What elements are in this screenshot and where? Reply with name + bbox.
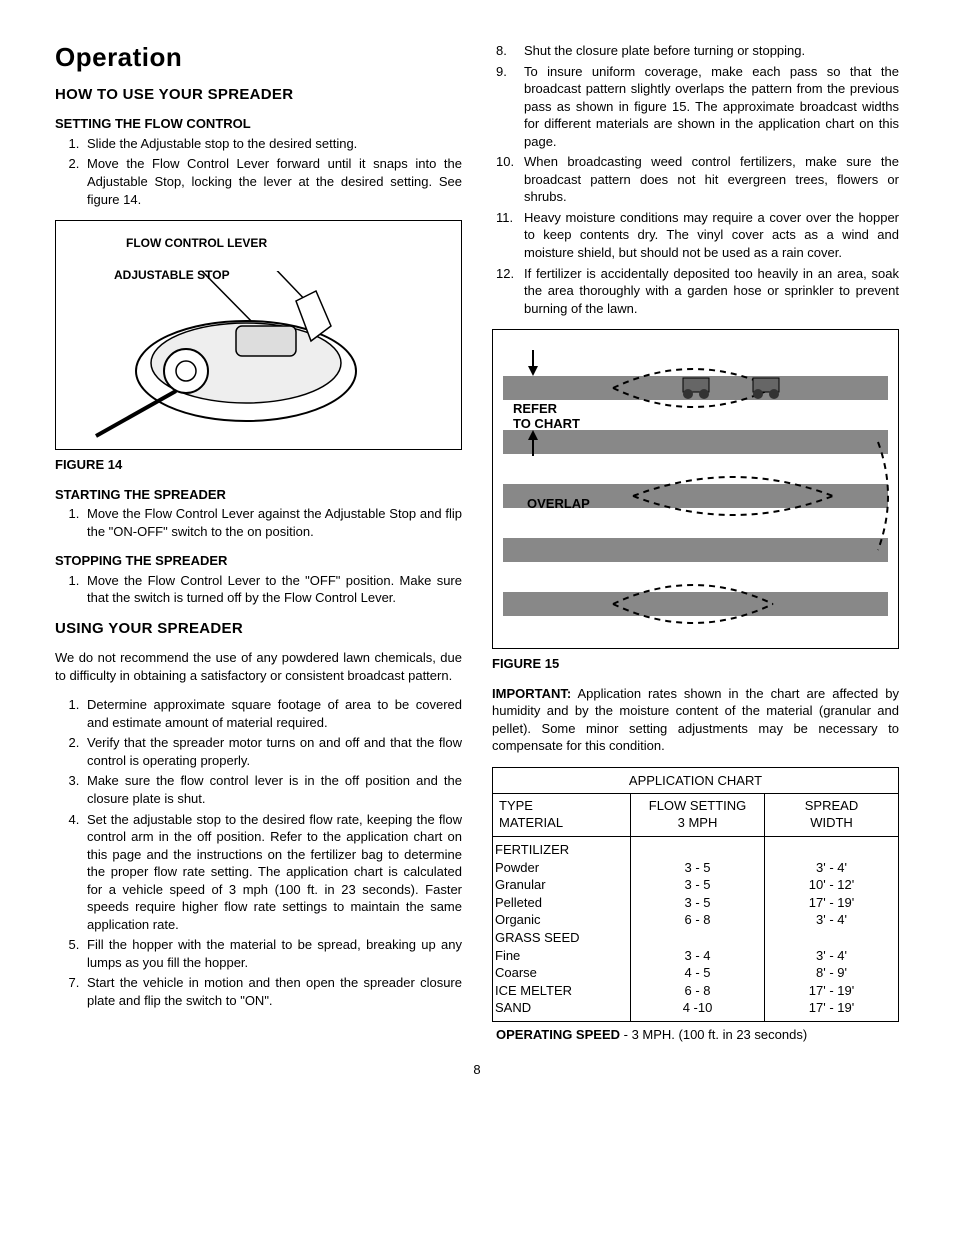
starting-list: Move the Flow Control Lever against the … <box>55 505 462 540</box>
list-item: If fertilizer is accidentally deposited … <box>492 265 899 318</box>
list-item: Make sure the flow control lever is in t… <box>83 772 462 807</box>
section-how-to-use: HOW TO USE YOUR SPREADER <box>55 85 462 105</box>
page-title: Operation <box>55 40 462 75</box>
list-item: Move the Flow Control Lever against the … <box>83 505 462 540</box>
setting-flow-list: Slide the Adjustable stop to the desired… <box>55 135 462 208</box>
using-list: Determine approximate square footage of … <box>55 696 462 1009</box>
list-item: Shut the closure plate before turning or… <box>492 42 899 60</box>
list-item: Verify that the spreader motor turns on … <box>83 734 462 769</box>
figure-14: FLOW CONTROL LEVER ADJUSTABLE STOP <box>55 220 462 450</box>
chart-header-width: SPREADWIDTH <box>765 794 899 837</box>
fig14-caption: FIGURE 14 <box>55 456 462 474</box>
chart-header-flow: FLOW SETTING3 MPH <box>631 794 765 837</box>
list-item: Start the vehicle in motion and then ope… <box>83 974 462 1009</box>
page-number: 8 <box>55 1061 899 1079</box>
subsection-starting: STARTING THE SPREADER <box>55 486 462 504</box>
important-note: IMPORTANT: Application rates shown in th… <box>492 685 899 755</box>
using-list-continued: Shut the closure plate before turning or… <box>492 42 899 317</box>
fig15-overlay <box>493 330 903 650</box>
chart-data-col1: FERTILIZER Powder Granular Pelleted Orga… <box>493 837 631 1021</box>
subsection-stopping: STOPPING THE SPREADER <box>55 552 462 570</box>
figure-15: REFERTO CHART OVERLAP <box>492 329 899 649</box>
subsection-setting-flow: SETTING THE FLOW CONTROL <box>55 115 462 133</box>
section-using-spreader: USING YOUR SPREADER <box>55 619 462 639</box>
right-column: Shut the closure plate before turning or… <box>492 40 899 1043</box>
chart-data-col2: 3 - 5 3 - 5 3 - 5 6 - 8 3 - 4 4 - 5 6 - … <box>631 837 765 1021</box>
list-item: When broadcasting weed control fertilize… <box>492 153 899 206</box>
important-label: IMPORTANT: <box>492 686 571 701</box>
list-item: Set the adjustable stop to the desired f… <box>83 811 462 934</box>
fig14-label-lever: FLOW CONTROL LEVER <box>126 235 267 251</box>
chart-data-col3: 3' - 4' 10' - 12' 17' - 19' 3' - 4' 3' -… <box>765 837 899 1021</box>
stopping-list: Move the Flow Control Lever to the "OFF"… <box>55 572 462 607</box>
list-item: Determine approximate square footage of … <box>83 696 462 731</box>
application-chart: APPLICATION CHART TYPEMATERIAL FLOW SETT… <box>492 767 899 1022</box>
fig15-caption: FIGURE 15 <box>492 655 899 673</box>
left-column: Operation HOW TO USE YOUR SPREADER SETTI… <box>55 40 462 1043</box>
list-item: Heavy moisture conditions may require a … <box>492 209 899 262</box>
fig14-illustration <box>86 271 426 441</box>
chart-title: APPLICATION CHART <box>493 767 899 794</box>
operating-speed: OPERATING SPEED - 3 MPH. (100 ft. in 23 … <box>492 1026 899 1044</box>
list-item: Slide the Adjustable stop to the desired… <box>83 135 462 153</box>
list-item: To insure uniform coverage, make each pa… <box>492 63 899 151</box>
list-item: Move the Flow Control Lever to the "OFF"… <box>83 572 462 607</box>
using-intro: We do not recommend the use of any powde… <box>55 649 462 684</box>
chart-header-type: TYPEMATERIAL <box>493 794 631 837</box>
list-item: Move the Flow Control Lever forward unti… <box>83 155 462 208</box>
list-item: Fill the hopper with the material to be … <box>83 936 462 971</box>
